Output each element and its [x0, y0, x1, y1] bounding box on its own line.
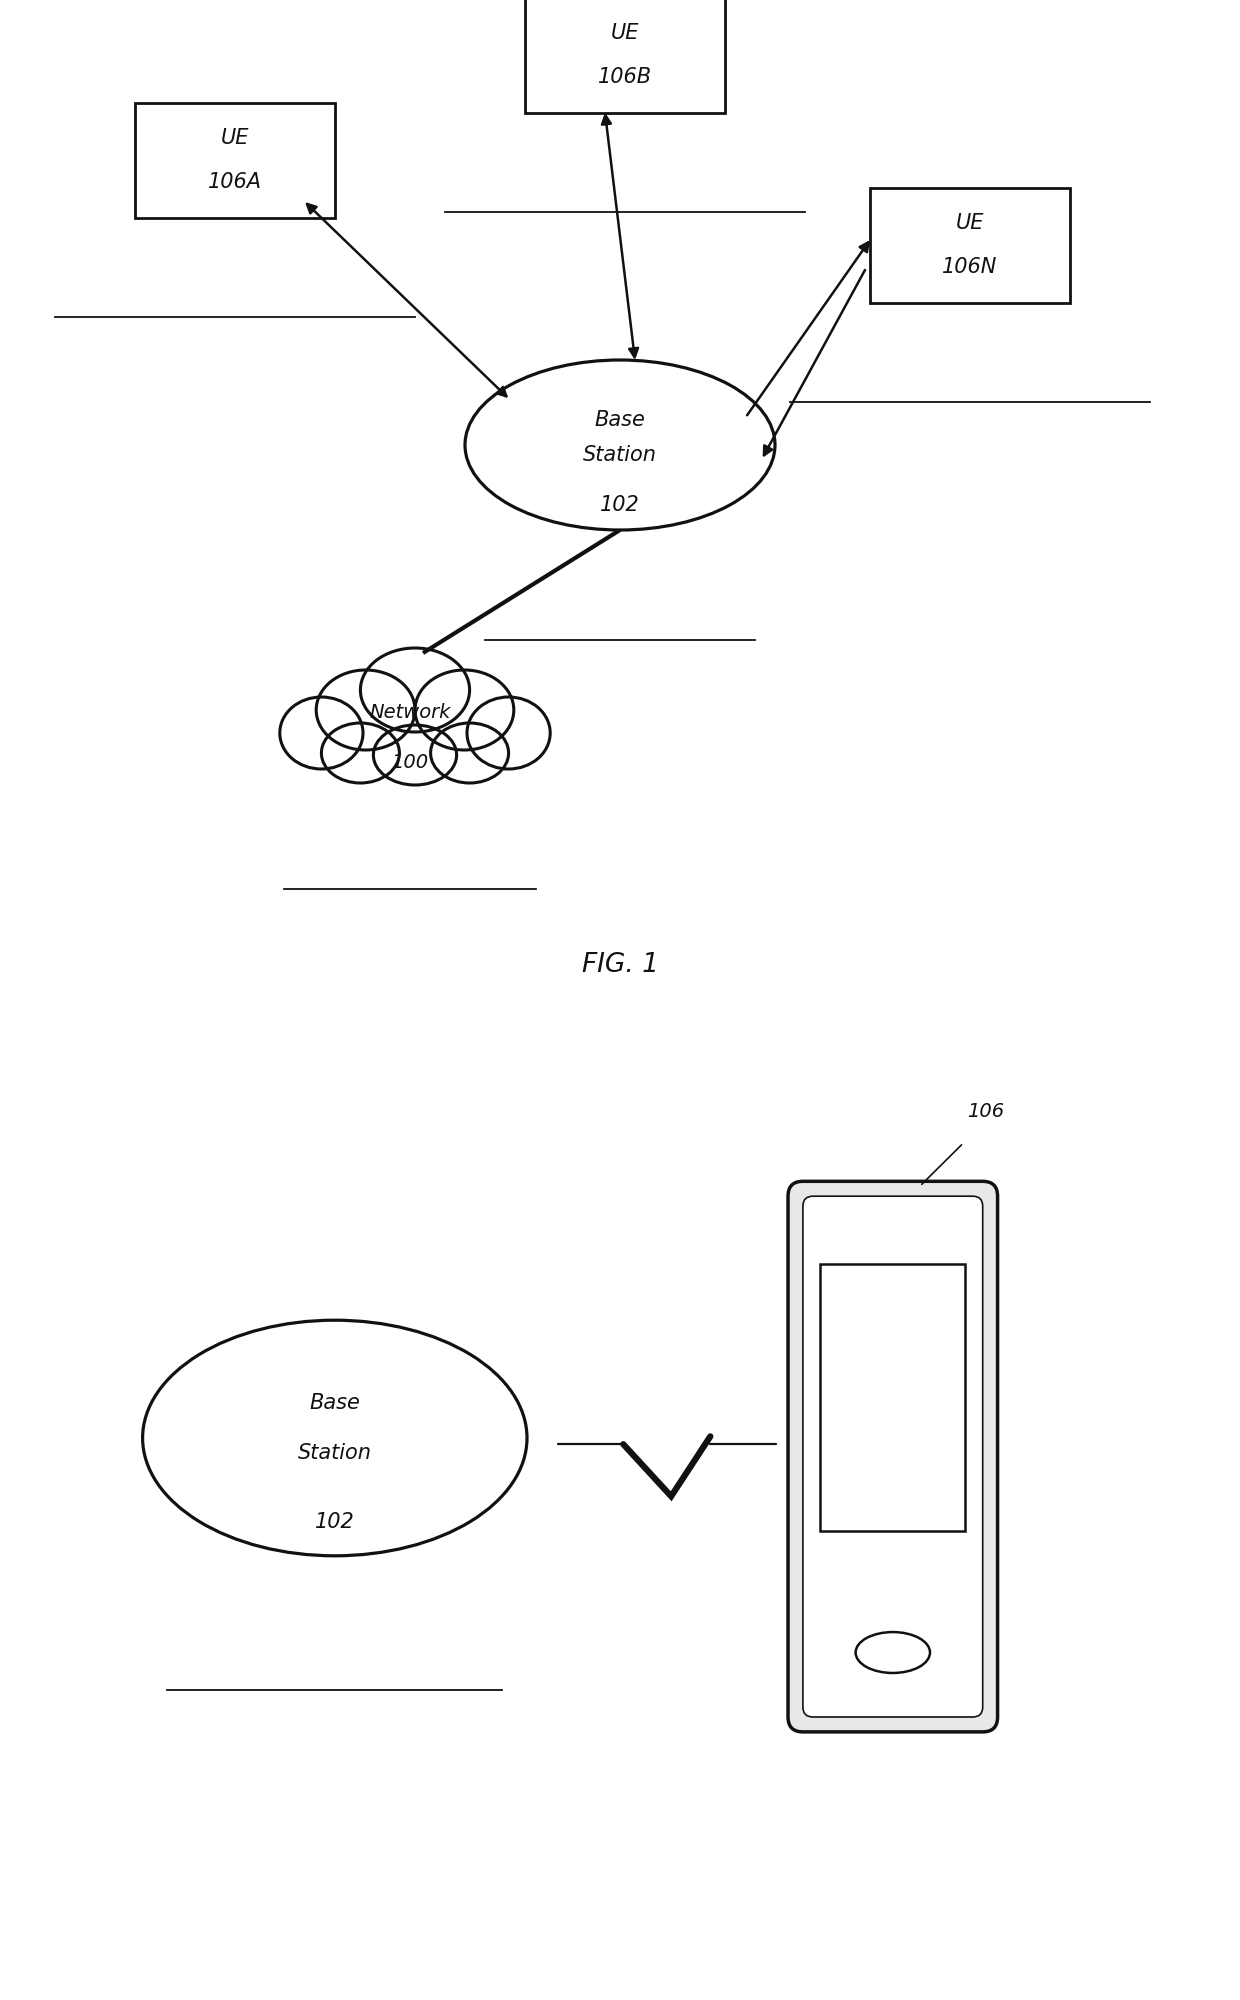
Text: Station: Station	[298, 1442, 372, 1462]
Text: 100: 100	[392, 754, 429, 772]
Ellipse shape	[280, 698, 363, 768]
Ellipse shape	[856, 1632, 930, 1672]
Text: UE: UE	[611, 22, 640, 42]
Text: Base: Base	[309, 1394, 361, 1414]
Text: FIG. 1: FIG. 1	[582, 952, 658, 978]
Ellipse shape	[316, 670, 415, 750]
Text: Network: Network	[370, 704, 450, 722]
Ellipse shape	[373, 724, 456, 784]
Text: Base: Base	[594, 410, 646, 430]
FancyBboxPatch shape	[870, 188, 1070, 302]
Text: 102: 102	[600, 494, 640, 514]
Ellipse shape	[465, 360, 775, 530]
Ellipse shape	[430, 722, 508, 782]
Text: 106A: 106A	[208, 172, 262, 192]
Text: 106: 106	[967, 1102, 1004, 1122]
Ellipse shape	[415, 670, 513, 750]
FancyBboxPatch shape	[135, 102, 335, 218]
FancyBboxPatch shape	[525, 0, 725, 112]
Text: UE: UE	[221, 128, 249, 148]
Ellipse shape	[143, 1320, 527, 1556]
FancyBboxPatch shape	[804, 1196, 982, 1716]
Text: 106B: 106B	[598, 66, 652, 86]
FancyBboxPatch shape	[789, 1182, 997, 1732]
Text: 102: 102	[315, 1512, 355, 1532]
Text: Station: Station	[583, 446, 657, 464]
Ellipse shape	[361, 648, 470, 732]
FancyBboxPatch shape	[821, 1264, 965, 1532]
Text: UE: UE	[956, 212, 985, 232]
Text: 106N: 106N	[942, 256, 998, 276]
Ellipse shape	[467, 698, 551, 768]
Ellipse shape	[321, 722, 399, 782]
